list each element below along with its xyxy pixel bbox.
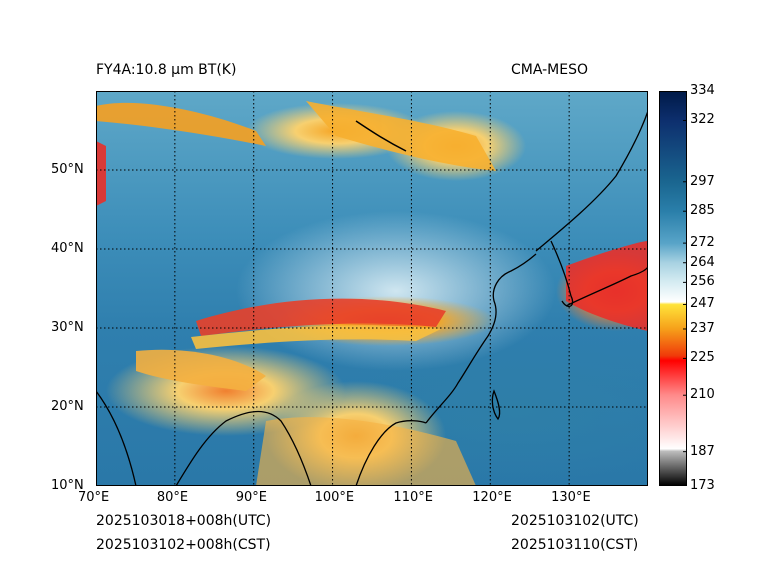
colorbar-gradient xyxy=(659,91,687,486)
colorbar-tick-label: 285 xyxy=(690,203,715,219)
lon-tick-label: 130°E xyxy=(551,490,591,505)
cloud-southwest xyxy=(136,349,266,391)
colorbar-tick-label: 247 xyxy=(690,296,715,312)
cloud-west-edge xyxy=(96,141,106,206)
lon-tick-label: 70°E xyxy=(78,490,110,505)
colorbar-tick-label: 334 xyxy=(690,83,715,98)
gridlines xyxy=(96,91,648,486)
satellite-map xyxy=(96,91,648,486)
lon-tick-label: 110°E xyxy=(393,490,433,505)
coastline-taiwan xyxy=(491,389,501,421)
lon-tick-label: 90°E xyxy=(235,490,267,505)
footer-right-line2: 2025103110(CST) xyxy=(511,537,639,553)
colorbar-tick-label: 297 xyxy=(690,173,715,189)
coastlines xyxy=(96,110,648,486)
colorbar-tick-label: 225 xyxy=(690,350,715,366)
cloud-band-frontal xyxy=(196,298,446,336)
coastline-india xyxy=(96,390,137,486)
lat-tick-label: 40°N xyxy=(51,241,84,256)
cloud-band-northwest xyxy=(96,102,266,146)
coastline-lake-baikal xyxy=(355,120,407,152)
colorbar-tick-label: 272 xyxy=(690,235,715,251)
cloud-band-north xyxy=(306,101,496,171)
colorbar-ticks xyxy=(683,90,687,487)
coastline-bay-bengal xyxy=(175,410,312,486)
coastline-indochina xyxy=(355,420,427,486)
coastline-china-east xyxy=(425,253,537,424)
map-border xyxy=(96,91,648,486)
colorbar-tick-label: 256 xyxy=(690,274,715,290)
coastline-russia xyxy=(535,110,648,252)
footer-left-line2: 2025103102+008h(CST) xyxy=(96,537,271,553)
colorbar-tick-label: 210 xyxy=(690,387,715,403)
colorbar-tick-label: 173 xyxy=(690,478,715,493)
colorbar-tick-label: 237 xyxy=(690,320,715,336)
coastline-japan xyxy=(565,265,648,307)
colorbar-tick-label: 187 xyxy=(690,443,715,459)
lon-tick-label: 80°E xyxy=(156,490,189,505)
lon-tick-label: 100°E xyxy=(314,490,355,505)
cloud-features xyxy=(96,101,648,486)
cloud-mass-japan xyxy=(566,241,648,331)
colorbar xyxy=(659,90,687,487)
title-left: FY4A:10.8 μm BT(K) xyxy=(96,62,237,78)
lat-tick-label: 20°N xyxy=(51,399,84,414)
footer-left-line1: 2025103018+008h(UTC) xyxy=(96,513,272,529)
colorbar-svg xyxy=(659,90,687,487)
title-right: CMA-MESO xyxy=(511,62,589,78)
colorbar-tick-label: 264 xyxy=(690,254,715,270)
colorbar-tick-label: 322 xyxy=(690,112,715,128)
lat-tick-label: 10°N xyxy=(51,478,84,493)
lat-tick-label: 30°N xyxy=(51,320,84,335)
map-overlay xyxy=(96,91,648,486)
cloud-south-cluster xyxy=(256,417,476,486)
footer-right-line1: 2025103102(UTC) xyxy=(511,513,639,529)
lon-tick-label: 120°E xyxy=(472,490,512,505)
lat-tick-label: 50°N xyxy=(51,162,84,177)
